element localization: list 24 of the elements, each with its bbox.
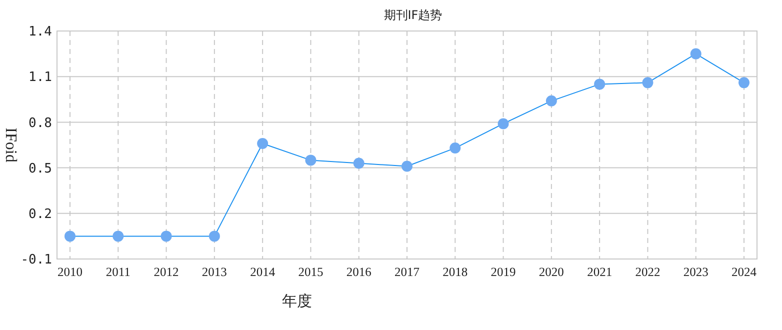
y-axis-title: IFoid: [2, 128, 19, 162]
x-tick-label: 2013: [202, 265, 227, 279]
x-tick-label: 2017: [394, 265, 420, 279]
x-tick-label: 2022: [635, 265, 660, 279]
x-tick-label: 2024: [732, 265, 758, 279]
x-tick-label: 2014: [250, 265, 276, 279]
x-tick-label: 2020: [538, 265, 564, 279]
x-tick-label: 2016: [346, 265, 372, 279]
x-tick-label: 2015: [298, 265, 324, 279]
y-tick-label: 1.4: [28, 24, 52, 40]
y-tick-label: 0.5: [28, 161, 52, 176]
x-axis-title: 年度: [282, 292, 312, 310]
chart-title: 期刊IF趋势: [384, 8, 442, 22]
y-tick-label: 0.2: [28, 206, 52, 222]
x-tick-label: 2021: [587, 265, 612, 279]
y-tick-label: 1.1: [28, 70, 52, 86]
x-tick-label: 2018: [442, 265, 468, 279]
x-tick-label: 2019: [490, 265, 516, 279]
x-tick-label: 2023: [683, 265, 708, 279]
y-tick-label: -0.1: [20, 252, 52, 268]
x-tick-label: 2011: [106, 265, 130, 279]
y-tick-label: 0.8: [28, 116, 52, 131]
x-tick-label: 2010: [58, 265, 82, 279]
x-tick-label: 2012: [154, 265, 179, 279]
